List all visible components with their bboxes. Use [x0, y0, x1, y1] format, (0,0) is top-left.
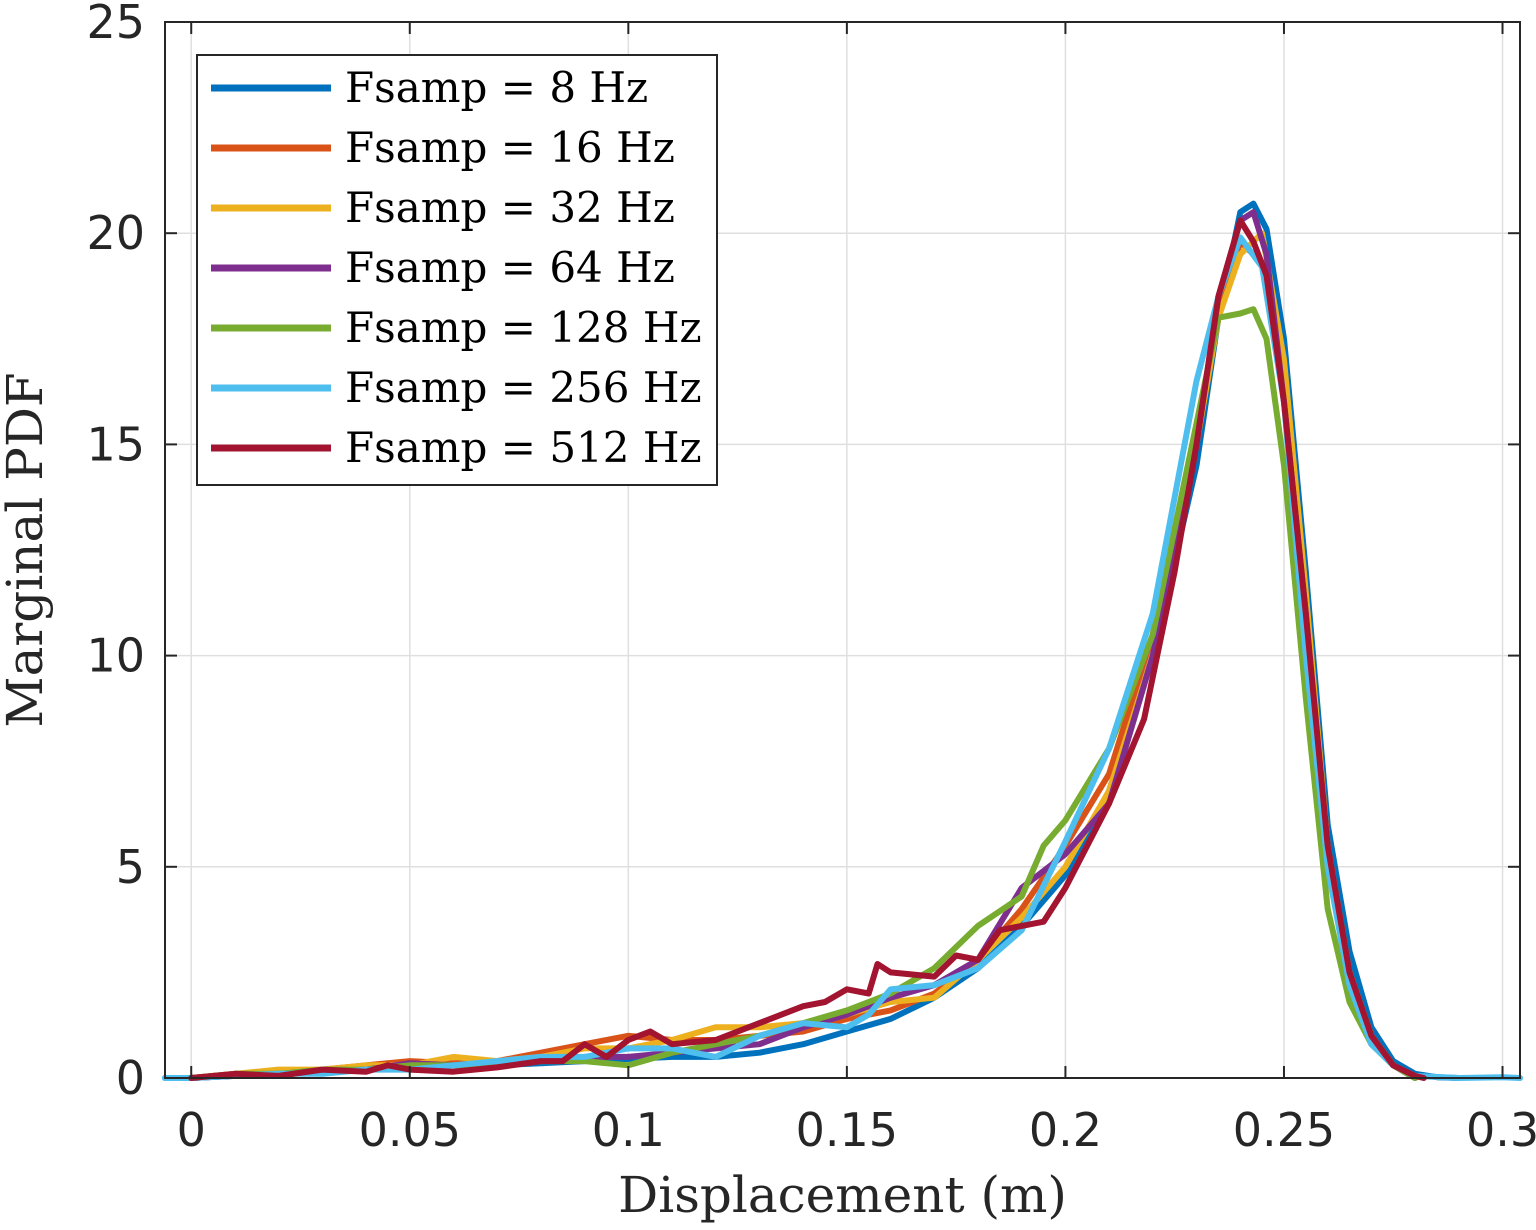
x-axis-label: Displacement (m)	[618, 1166, 1067, 1224]
legend-items: Fsamp = 8 Hz Fsamp = 16 Hz Fsamp = 32 Hz Fs…	[211, 63, 702, 472]
legend-item: Fsamp = 128 Hz	[211, 303, 702, 352]
x-tick-label: 0.2	[1029, 1103, 1102, 1157]
legend-label: Fsamp = 16 Hz	[345, 123, 675, 172]
legend-item: Fsamp = 32 Hz	[211, 183, 675, 232]
plot-lines	[162, 200, 1523, 1081]
legend-item: Fsamp = 64 Hz	[211, 243, 675, 292]
legend-label: Fsamp = 32 Hz	[345, 183, 675, 232]
legend-label: Fsamp = 128 Hz	[345, 303, 702, 352]
y-tick-label: 5	[116, 840, 145, 894]
x-tick-label: 0.05	[359, 1103, 461, 1157]
y-tick-label: 15	[86, 417, 145, 471]
series-line	[188, 230, 1419, 1081]
legend-label: Fsamp = 512 Hz	[345, 423, 702, 472]
legend-item: Fsamp = 512 Hz	[211, 423, 702, 472]
axes-box	[164, 21, 1521, 1079]
legend-label: Fsamp = 8 Hz	[345, 63, 648, 112]
y-tick-label: 10	[86, 629, 145, 683]
axis-ticks	[165, 21, 1520, 1079]
y-tick-label: 25	[86, 0, 145, 49]
x-tick-label: 0.1	[592, 1103, 665, 1157]
x-tick-label: 0.25	[1233, 1103, 1335, 1157]
y-tick-label: 0	[116, 1051, 145, 1105]
legend-item: Fsamp = 256 Hz	[211, 363, 702, 412]
legend-item: Fsamp = 8 Hz	[211, 63, 648, 112]
tick-labels: 0 0.05 0.1 0.15 0.2 0.25 0.3 0 5 10 15 20 25	[86, 0, 1536, 1157]
legend-label: Fsamp = 256 Hz	[345, 363, 702, 412]
legend-item: Fsamp = 16 Hz	[211, 123, 675, 172]
x-tick-label: 0	[177, 1103, 206, 1157]
y-axis-label: Marginal PDF	[0, 372, 54, 727]
x-tick-label: 0.15	[796, 1103, 898, 1157]
series-line	[188, 217, 1427, 1081]
legend: Fsamp = 8 Hz Fsamp = 16 Hz Fsamp = 32 Hz Fs…	[196, 54, 718, 486]
legend-label: Fsamp = 64 Hz	[345, 243, 675, 292]
y-tick-label: 20	[86, 206, 145, 260]
x-tick-label: 0.3	[1466, 1103, 1536, 1157]
